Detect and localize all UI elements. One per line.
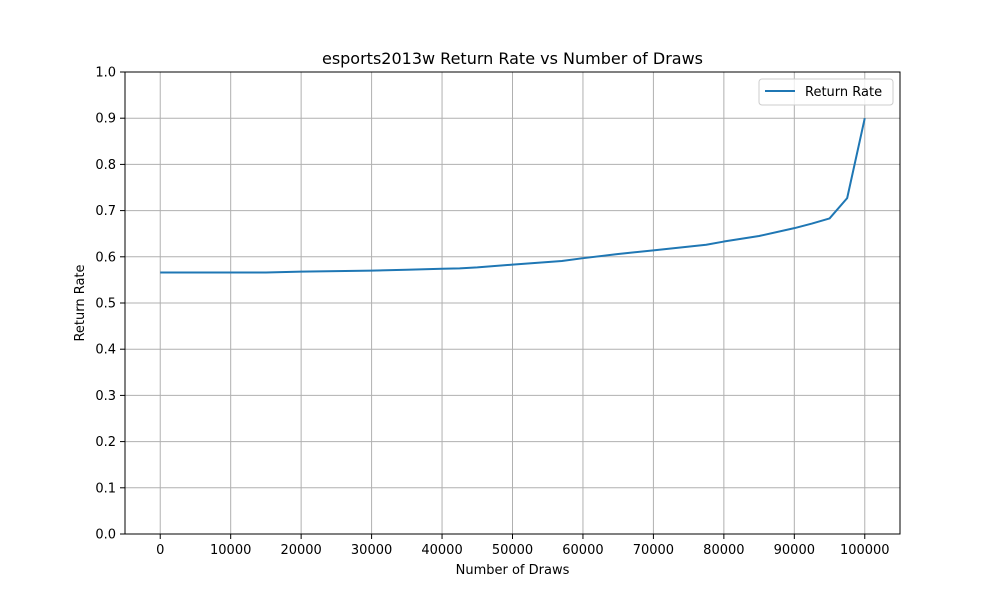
y-tick-label: 0.0 — [95, 528, 116, 543]
x-tick-label: 100000 — [840, 543, 890, 558]
y-tick-label: 0.4 — [95, 343, 116, 358]
y-tick-label: 0.9 — [95, 112, 116, 127]
y-tick-label: 0.5 — [95, 297, 116, 312]
x-tick-label: 40000 — [421, 543, 462, 558]
y-axis-title: Return Rate — [73, 264, 88, 341]
x-axis-title: Number of Draws — [456, 563, 570, 578]
x-tick-label: 20000 — [280, 543, 321, 558]
y-tick-label: 0.7 — [95, 204, 116, 219]
chart-title: esports2013w Return Rate vs Number of Dr… — [322, 49, 703, 68]
y-tick-label: 0.8 — [95, 158, 116, 173]
x-tick-label: 0 — [156, 543, 164, 558]
legend: Return Rate — [758, 78, 894, 106]
x-tick-label: 10000 — [210, 543, 251, 558]
y-axis: 0.0 0.1 0.2 0.3 0.4 0.5 0.6 0.7 0.8 0.9 1.0 — [95, 66, 125, 543]
x-tick-label: 50000 — [492, 543, 533, 558]
legend-label: Return Rate — [805, 85, 882, 100]
x-tick-label: 30000 — [351, 543, 392, 558]
x-tick-label: 70000 — [633, 543, 674, 558]
y-tick-label: 0.6 — [95, 250, 116, 265]
x-axis: 0 10000 20000 30000 40000 50000 60000 70000 8000… — [156, 534, 890, 558]
y-tick-label: 0.3 — [95, 389, 116, 404]
y-tick-label: 0.1 — [95, 481, 116, 496]
y-tick-label: 0.2 — [95, 435, 116, 450]
y-tick-label: 1.0 — [95, 66, 116, 81]
series-layer — [160, 117, 866, 274]
x-tick-label: 60000 — [562, 543, 603, 558]
x-tick-label: 80000 — [703, 543, 744, 558]
legend-box — [758, 78, 894, 106]
series-line-return-rate — [160, 117, 866, 274]
x-tick-label: 90000 — [774, 543, 815, 558]
